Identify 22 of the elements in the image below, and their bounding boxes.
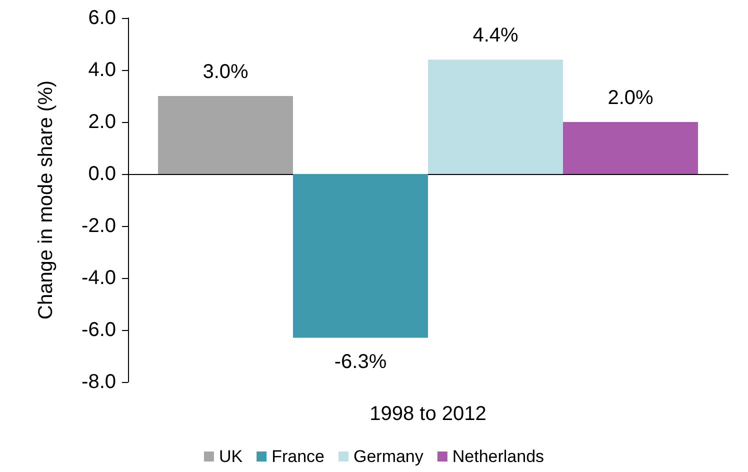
y-axis-title: Change in mode share (%): [35, 80, 57, 320]
legend-label: Netherlands: [452, 447, 544, 466]
y-tick-label: -6.0: [82, 319, 116, 341]
x-tick-label: 1998 to 2012: [370, 403, 486, 425]
y-tick-label: -4.0: [82, 267, 116, 289]
bar: [428, 60, 563, 174]
y-tick-label: 6.0: [88, 7, 116, 29]
data-label: 2.0%: [608, 87, 654, 109]
y-tick-label: -2.0: [82, 215, 116, 237]
bar: [563, 122, 698, 174]
data-label: 4.4%: [472, 24, 519, 47]
data-label: -6.3%: [334, 350, 387, 373]
y-tick-label: -8.0: [82, 371, 116, 393]
data-label: 3.0%: [202, 61, 249, 83]
bar: [158, 96, 293, 174]
legend-label: UK: [218, 447, 244, 466]
legend-label: France: [272, 447, 324, 466]
y-tick-label: 2.0: [88, 111, 116, 133]
bar: [293, 174, 428, 338]
legend-label: Germany: [353, 447, 424, 466]
y-tick-label: 4.0: [88, 59, 116, 81]
y-tick-label: 0.0: [88, 163, 116, 185]
